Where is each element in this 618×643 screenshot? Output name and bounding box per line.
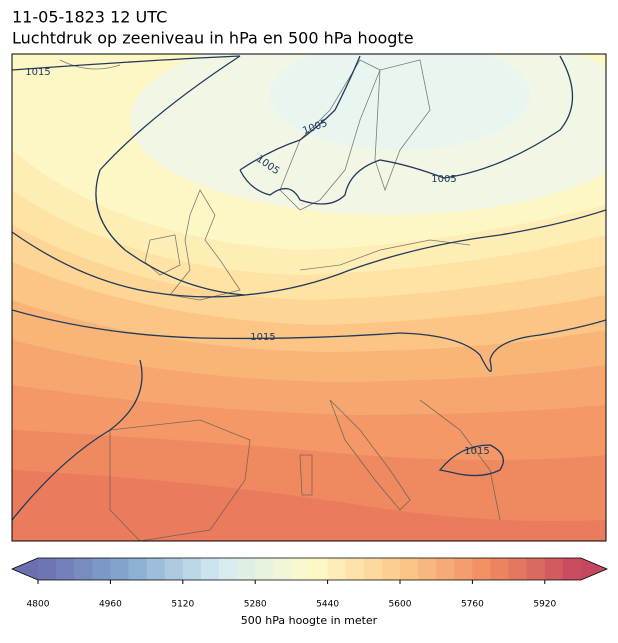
- height-field: [12, 470, 606, 541]
- colorbar-swatch: [146, 558, 166, 580]
- colorbar-swatch: [363, 558, 383, 580]
- colorbar-tick-label: 5760: [461, 600, 484, 610]
- colorbar-swatch: [291, 558, 310, 580]
- map-frame: [11, 53, 607, 542]
- isobar-label: 1015: [464, 446, 489, 457]
- colorbar-swatch: [110, 558, 129, 580]
- colorbar-swatch: [200, 558, 220, 580]
- colorbar-swatch: [418, 558, 437, 580]
- colorbar-tick-label: 5120: [171, 600, 194, 610]
- colorbar-swatch: [526, 558, 546, 580]
- colorbar-tick-label: 5600: [389, 600, 412, 610]
- colorbar-swatch: [327, 558, 347, 580]
- colorbar-swatch: [128, 558, 148, 580]
- colorbar-swatch: [490, 558, 510, 580]
- colorbar-tick-label: 5920: [533, 600, 556, 610]
- height-field: [270, 54, 530, 150]
- coastlines: [59, 59, 501, 541]
- colorbar-swatch: [237, 558, 256, 580]
- colorbar-tick-label: 4800: [27, 600, 50, 610]
- colorbar-tick-label: 5280: [244, 600, 267, 610]
- colorbar: 4800 4960 5120 5280 5440 5600 5760 5920: [10, 557, 609, 610]
- colorbar-swatch: [182, 558, 202, 580]
- map: 1015 1005 1005 1005 1015 1015: [12, 54, 606, 541]
- colorbar-swatch: [436, 558, 455, 580]
- isobar-label: 1015: [25, 67, 50, 78]
- map-title: 11-05-1823 12 UTC: [12, 8, 167, 27]
- colorbar-swatch: [38, 558, 57, 580]
- colorbar-swatch: [381, 558, 401, 580]
- isobars: [12, 55, 606, 521]
- colorbar-swatch: [56, 558, 75, 580]
- colorbar-outline: [10, 557, 609, 581]
- colorbar-swatch: [345, 558, 365, 580]
- colorbar-swatch: [544, 558, 564, 580]
- colorbar-label: 500 hPa hoogte in meter: [241, 614, 378, 627]
- colorbar-swatch: [92, 558, 111, 580]
- colorbar-tick-label: 4960: [99, 600, 122, 610]
- colorbar-swatch: [309, 558, 329, 580]
- colorbar-swatch: [255, 558, 274, 580]
- colorbar-extend-low: [12, 558, 38, 580]
- colorbar-swatch: [219, 558, 238, 580]
- colorbar-swatch: [273, 558, 292, 580]
- colorbar-tick-label: 5440: [316, 600, 339, 610]
- colorbar-swatch: [508, 558, 528, 580]
- isobar-label: 1005: [431, 174, 456, 185]
- colorbar-swatch: [472, 558, 491, 580]
- colorbar-swatch: [454, 558, 473, 580]
- colorbar-swatch: [400, 558, 419, 580]
- colorbar-swatch: [164, 558, 184, 580]
- colorbar-swatch: [74, 558, 93, 580]
- map-subtitle: Luchtdruk op zeeniveau in hPa en 500 hPa…: [12, 29, 414, 48]
- colorbar-extend-high: [581, 558, 607, 580]
- isobar-label: 1015: [250, 332, 275, 343]
- colorbar-swatch: [562, 558, 582, 580]
